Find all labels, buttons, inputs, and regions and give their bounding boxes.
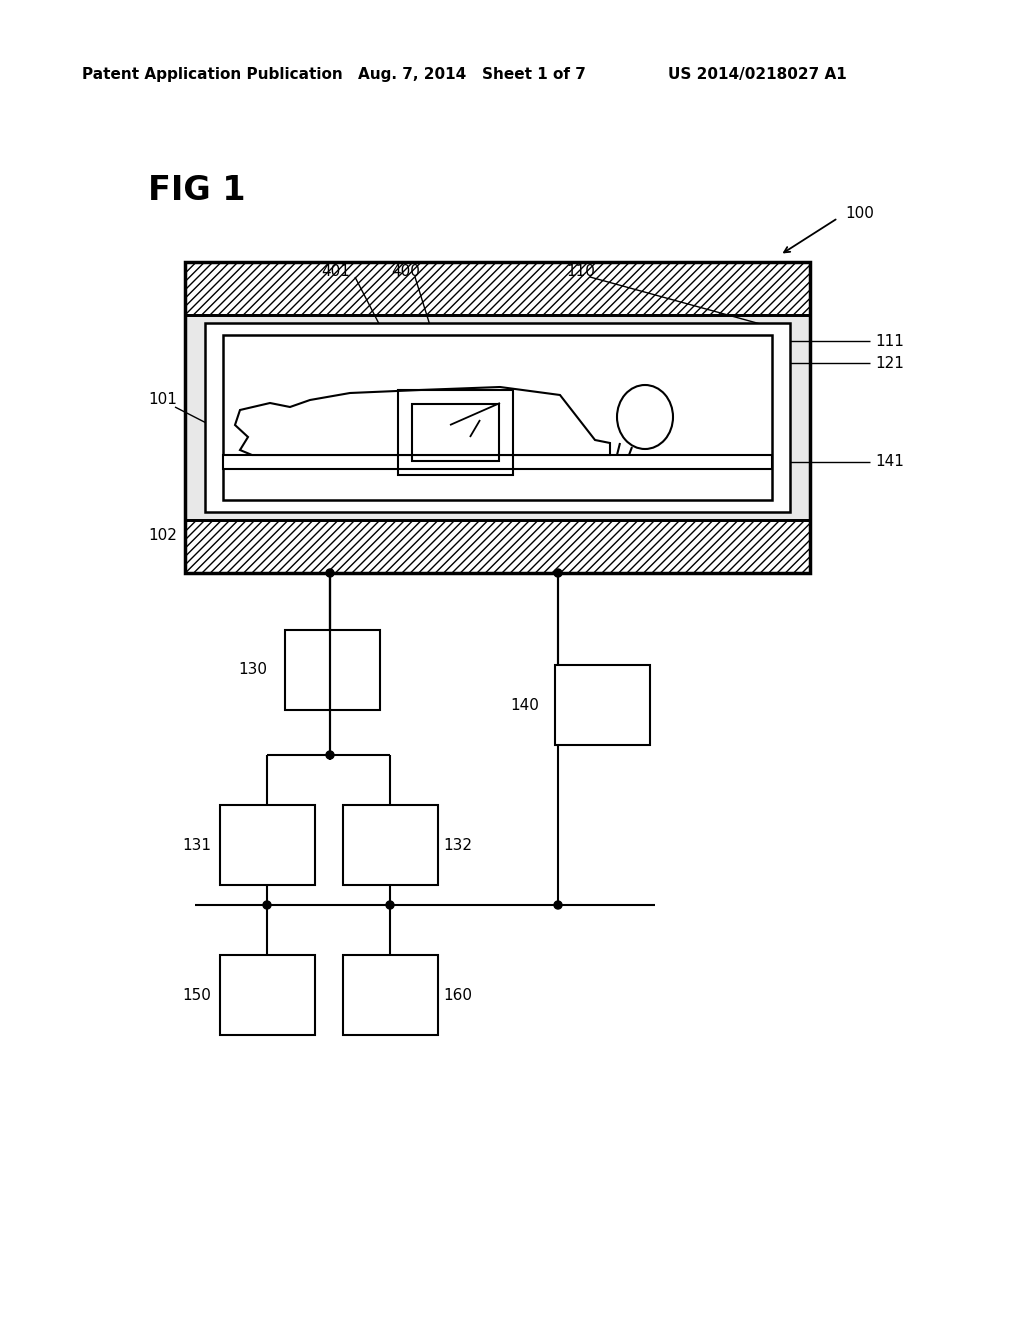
- Text: US 2014/0218027 A1: US 2014/0218027 A1: [668, 67, 847, 82]
- Bar: [223, 455, 772, 469]
- Text: Patent Application Publication: Patent Application Publication: [82, 67, 343, 82]
- Bar: [220, 805, 315, 884]
- Bar: [185, 520, 810, 573]
- Text: 131: 131: [182, 837, 211, 853]
- Circle shape: [326, 751, 334, 759]
- Text: 102: 102: [148, 528, 177, 543]
- Bar: [343, 805, 438, 884]
- Bar: [223, 335, 772, 500]
- Ellipse shape: [617, 385, 673, 449]
- Text: 130: 130: [238, 663, 267, 677]
- Text: 141: 141: [874, 454, 904, 470]
- Bar: [185, 315, 810, 520]
- Bar: [185, 261, 810, 315]
- Circle shape: [326, 569, 334, 577]
- Text: Aug. 7, 2014   Sheet 1 of 7: Aug. 7, 2014 Sheet 1 of 7: [358, 67, 586, 82]
- Circle shape: [263, 902, 271, 909]
- Text: 110: 110: [566, 264, 595, 280]
- Bar: [185, 261, 810, 315]
- Text: 400: 400: [391, 264, 421, 280]
- Circle shape: [554, 902, 562, 909]
- Bar: [412, 404, 499, 461]
- Bar: [343, 954, 438, 1035]
- Text: 160: 160: [443, 987, 472, 1002]
- Text: 132: 132: [443, 837, 472, 853]
- Text: 401: 401: [322, 264, 350, 280]
- Bar: [185, 261, 810, 573]
- Text: 140: 140: [510, 697, 539, 713]
- Bar: [185, 520, 810, 573]
- Bar: [555, 665, 650, 744]
- Text: 111: 111: [874, 334, 904, 348]
- Circle shape: [386, 902, 394, 909]
- Text: 101: 101: [148, 392, 177, 408]
- Bar: [220, 954, 315, 1035]
- Circle shape: [554, 569, 562, 577]
- Bar: [285, 630, 380, 710]
- Bar: [398, 389, 513, 475]
- Bar: [205, 323, 790, 512]
- Text: FIG 1: FIG 1: [148, 173, 246, 206]
- Text: 100: 100: [845, 206, 873, 220]
- Text: 150: 150: [182, 987, 211, 1002]
- Text: 121: 121: [874, 355, 904, 371]
- Polygon shape: [234, 387, 610, 455]
